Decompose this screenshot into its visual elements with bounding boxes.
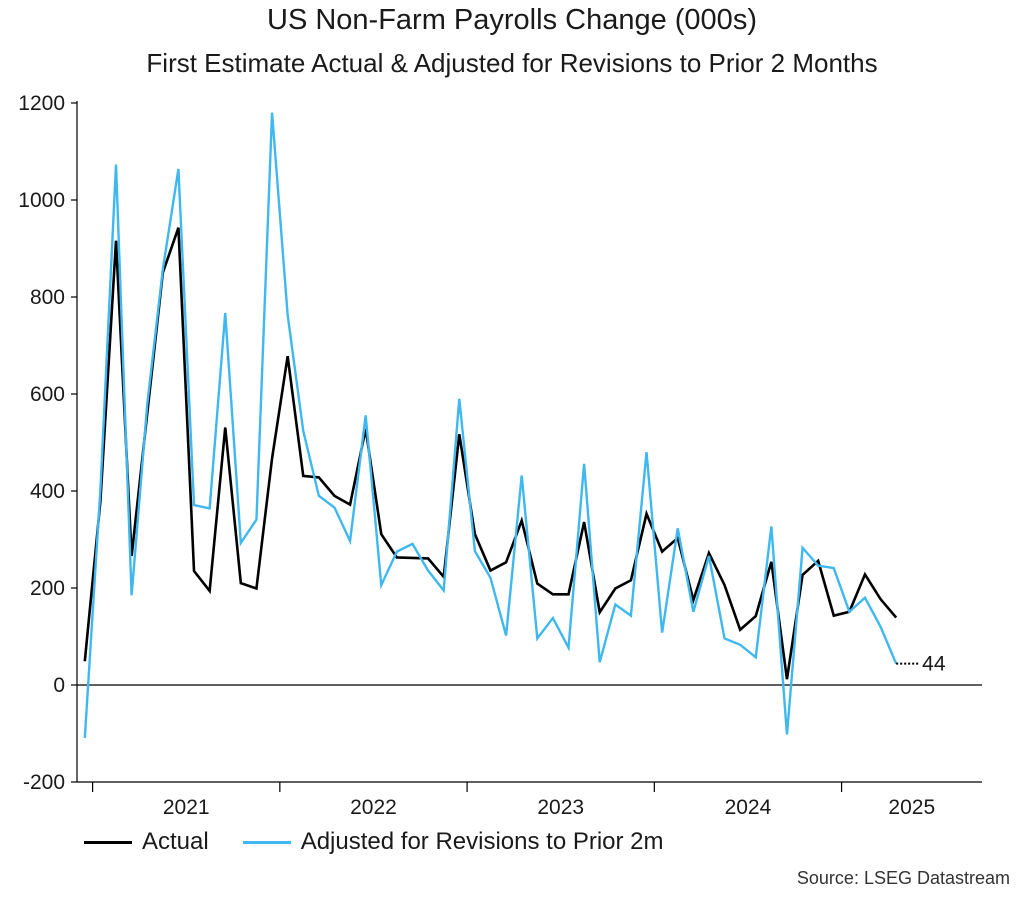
y-tick-label: 800 [30, 286, 65, 309]
legend-label-actual: Actual [142, 828, 209, 855]
chart-title: US Non-Farm Payrolls Change (000s) [267, 4, 757, 36]
legend-item-adjusted: Adjusted for Revisions to Prior 2m [242, 828, 664, 856]
end-value-label: 44 [922, 653, 946, 676]
source-note: Source: LSEG Datastream [796, 868, 1010, 888]
legend-item-actual: Actual [84, 828, 209, 856]
y-tick-label: -200 [23, 771, 65, 794]
legend-swatch-adjusted [242, 840, 291, 844]
y-tick-label: 1000 [18, 189, 65, 212]
x-tick-label: 2023 [537, 796, 584, 819]
chart-subtitle: First Estimate Actual & Adjusted for Rev… [146, 48, 878, 78]
x-tick-label: 2021 [163, 796, 210, 819]
y-tick-label: 1200 [18, 92, 65, 115]
legend-swatch-actual [84, 840, 132, 844]
x-tick-label: 2022 [350, 796, 397, 819]
x-tick-label: 2025 [888, 796, 935, 819]
legend: Actual Adjusted for Revisions to Prior 2… [84, 828, 698, 856]
y-tick-label: 200 [30, 577, 65, 600]
x-tick-label: 2024 [725, 796, 772, 819]
series-line-adjusted [83, 112, 898, 738]
series-line-actual [83, 227, 898, 680]
y-tick-label: 0 [53, 674, 65, 697]
legend-label-adjusted: Adjusted for Revisions to Prior 2m [300, 828, 664, 855]
y-tick-label: 600 [30, 383, 65, 406]
y-tick-label: 400 [30, 480, 65, 503]
